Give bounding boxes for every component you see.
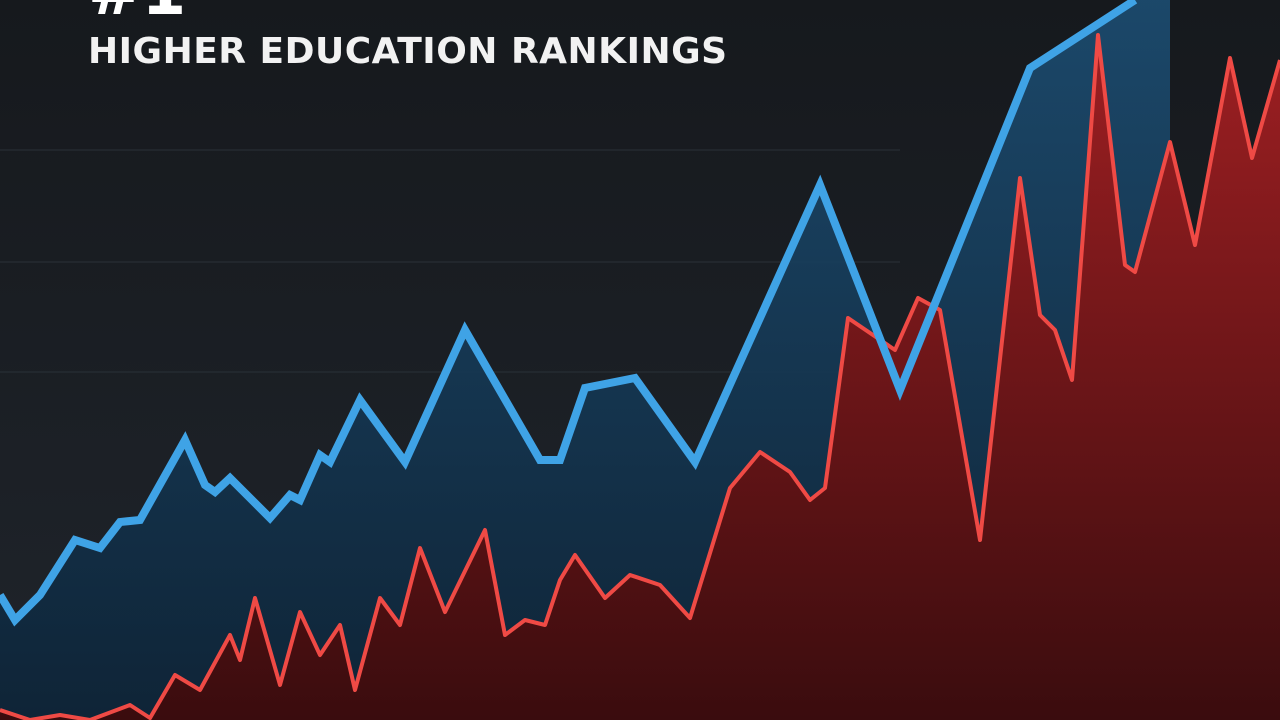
rank-label: #1 <box>88 0 186 30</box>
illustration: #1 HIGHER EDUCATION RANKINGS <box>0 0 1280 720</box>
page: #1 HIGHER EDUCATION RANKINGS (() => { co… <box>0 0 1280 720</box>
page-title: HIGHER EDUCATION RANKINGS <box>88 31 728 72</box>
